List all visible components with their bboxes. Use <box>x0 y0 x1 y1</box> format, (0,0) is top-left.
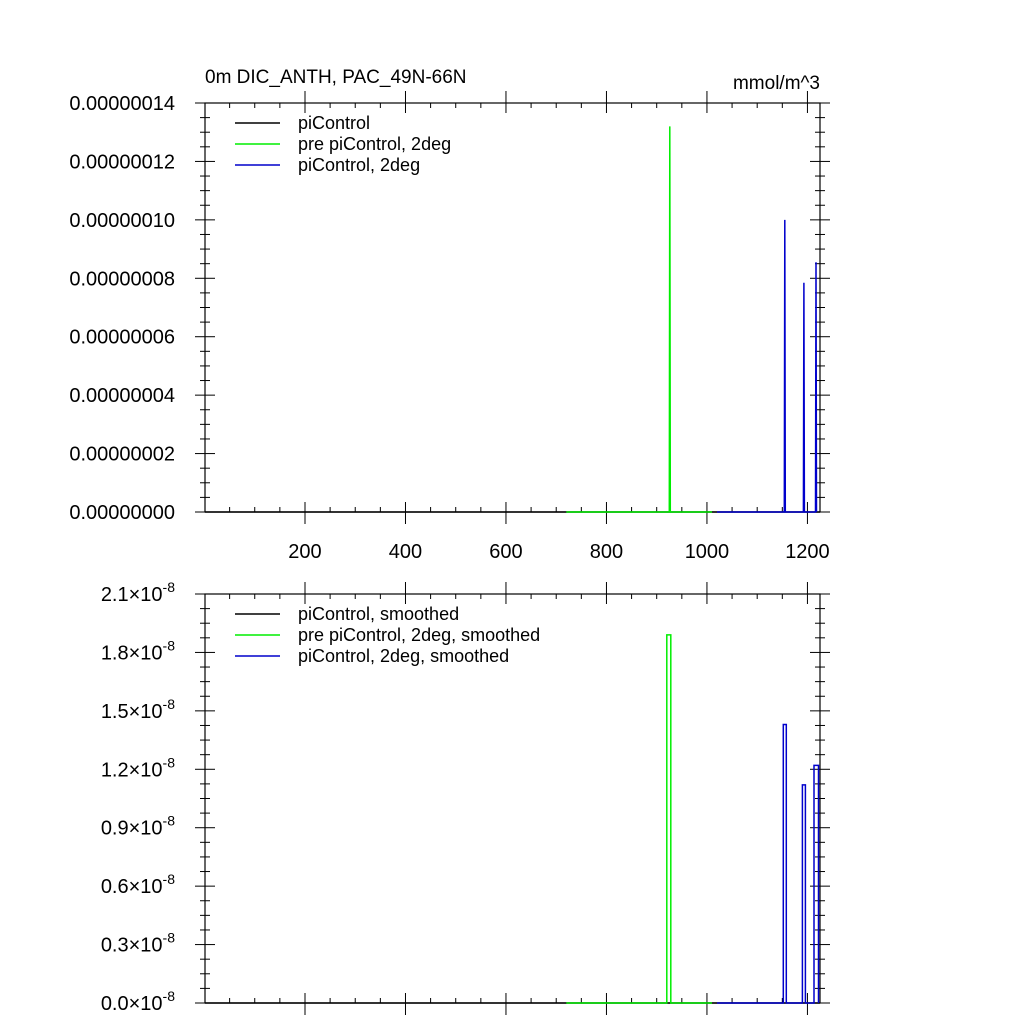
y-tick-label: 0.6×10-8 <box>101 871 175 898</box>
x-tick-label: 1200 <box>785 541 830 563</box>
y-tick-label: 0.9×10-8 <box>101 813 175 840</box>
chart-panel-1: 0.00000000 0.00000002 0.00000004 0.00000006… <box>69 67 830 563</box>
y-tick-label: 0.00000002 <box>69 444 175 466</box>
y-tick-label: 0.00000008 <box>69 268 175 290</box>
x-tick-label: 200 <box>288 541 321 563</box>
series-line-2 <box>566 634 712 1004</box>
series-line-3 <box>717 219 818 513</box>
y-tick-label: 0.00000006 <box>69 327 175 349</box>
y-tick-label: 0.00000004 <box>69 385 175 407</box>
chart-panel-2: 0.0×10-8 0.3×10-8 0.6×10-8 0.9×10-8 1.2×10-8… <box>101 579 830 1015</box>
legend-label: piControl, smoothed <box>298 604 459 624</box>
chart-units: mmol/m^3 <box>733 73 820 94</box>
legend-label: piControl <box>298 113 370 133</box>
y-tick-label: 0.00000012 <box>69 151 175 173</box>
y-tick-label: 0.0×10-8 <box>101 988 175 1015</box>
legend-label: piControl, 2deg <box>298 155 420 175</box>
y-tick-label: 1.5×10-8 <box>101 696 175 723</box>
legend-label: pre piControl, 2deg <box>298 134 451 154</box>
y-tick-label: 1.8×10-8 <box>101 637 175 664</box>
legend-label: piControl, 2deg, smoothed <box>298 646 509 666</box>
y-tick-label: 0.3×10-8 <box>101 930 175 957</box>
x-tick-label: 400 <box>389 541 422 563</box>
x-tick-label: 800 <box>590 541 623 563</box>
series-line-2 <box>566 126 712 513</box>
chart-title: 0m DIC_ANTH, PAC_49N-66N <box>205 67 467 88</box>
y-tick-label: 0.00000000 <box>69 502 175 524</box>
legend-label: pre piControl, 2deg, smoothed <box>298 625 540 645</box>
x-tick-label: 1000 <box>685 541 730 563</box>
y-tick-label: 0.00000014 <box>69 93 175 115</box>
y-tick-label: 2.1×10-8 <box>101 579 175 606</box>
series-line-3 <box>717 723 820 1004</box>
x-tick-label: 600 <box>489 541 522 563</box>
y-tick-label: 0.00000010 <box>69 210 175 232</box>
y-tick-label: 1.2×10-8 <box>101 754 175 781</box>
